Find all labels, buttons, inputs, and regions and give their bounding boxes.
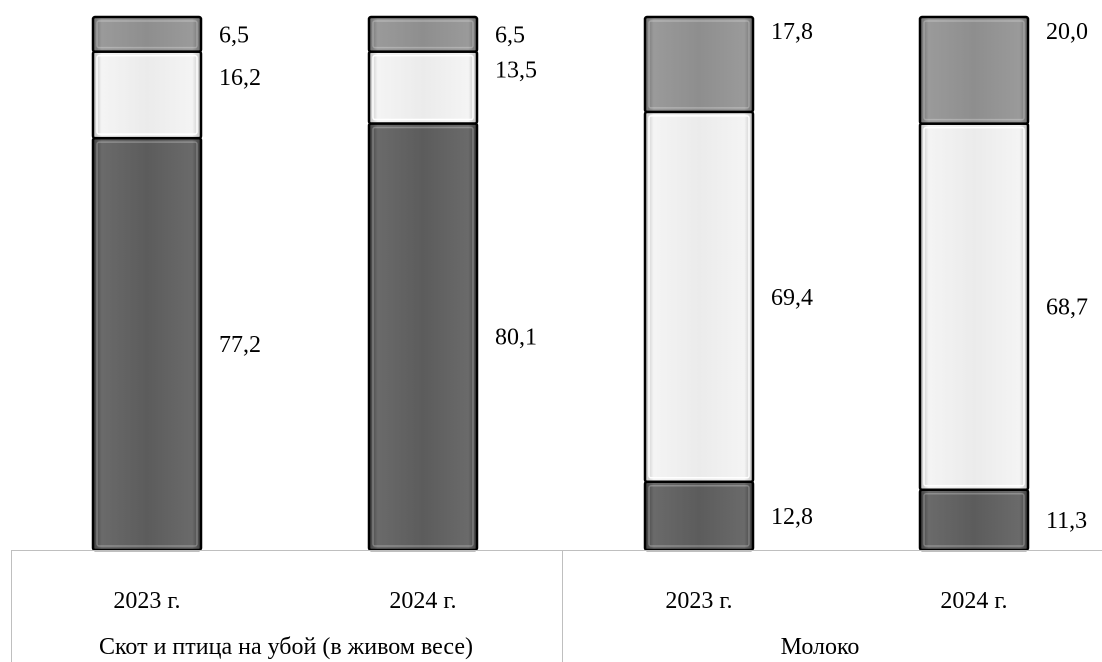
bar-segment-bevel [96, 141, 198, 547]
bar-segment-dark [643, 480, 755, 552]
value-label: 80,1 [495, 325, 537, 351]
bar-segment-bevel [648, 20, 750, 109]
value-label: 16,2 [219, 65, 261, 91]
value-label: 6,5 [495, 22, 525, 48]
bar-segment-light [918, 122, 1030, 492]
category-label: 2023 г. [665, 588, 732, 614]
bar-segment-light [367, 50, 479, 125]
bar-segment-bevel [923, 126, 1025, 487]
bar-segments [91, 15, 1030, 552]
bar-segment-bevel [372, 20, 474, 49]
value-label: 13,5 [495, 58, 537, 84]
bar-segment-mid [643, 15, 755, 114]
bar-segment-light [91, 50, 203, 140]
value-label: 17,8 [771, 19, 813, 45]
bar-segment-bevel [648, 485, 750, 547]
value-labels: 77,2 16,2 6,5 80,1 13,5 6,5 12,8 69,4 17,8 11,3 68… [219, 19, 1088, 534]
value-label: 20,0 [1046, 19, 1088, 45]
bar-segment-bevel [648, 115, 750, 479]
value-label: 12,8 [771, 504, 813, 530]
bar-segment-dark [91, 136, 203, 552]
bar-segment-mid [918, 15, 1030, 125]
bar-segment-mid [367, 15, 479, 53]
group-label: Скот и птица на убой (в живом весе) [99, 634, 473, 660]
value-label: 6,5 [219, 22, 249, 48]
bar-segment-bevel [372, 126, 474, 547]
value-label: 69,4 [771, 285, 813, 311]
value-label: 77,2 [219, 332, 261, 358]
bar-segment-bevel [923, 493, 1025, 547]
bar-segment-mid [91, 15, 203, 53]
category-label: 2024 г. [389, 588, 456, 614]
bar-segment-bevel [96, 20, 198, 49]
category-label: 2023 г. [113, 588, 180, 614]
category-label: 2024 г. [940, 588, 1007, 614]
value-label: 68,7 [1046, 295, 1088, 321]
group-label: Молоко [781, 634, 860, 660]
bar-segment-light [643, 110, 755, 484]
bar-segment-bevel [96, 54, 198, 135]
bar-segment-bevel [923, 20, 1025, 121]
value-label: 11,3 [1046, 508, 1087, 534]
bar-segment-bevel [372, 54, 474, 121]
category-axis: 2023 г. 2024 г. 2023 г. 2024 г. Скот и птица… [11, 550, 1102, 662]
bar-segment-dark [367, 122, 479, 552]
bar-segment-dark [918, 488, 1030, 552]
